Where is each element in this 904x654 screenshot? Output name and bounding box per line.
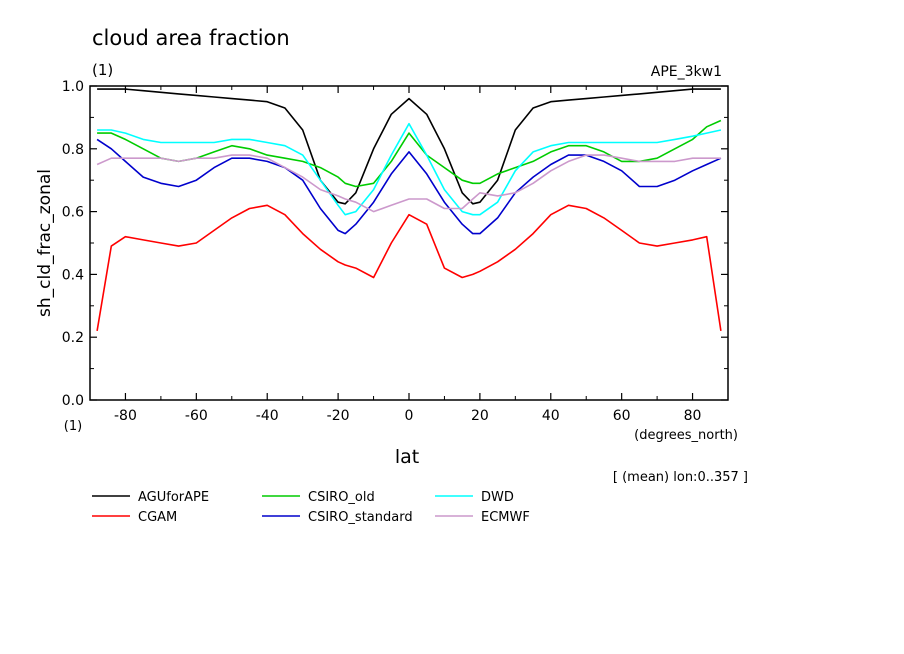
series-line-ecmwf [96, 154, 721, 213]
series-line-cgam [96, 204, 722, 332]
legend-label-dwd: DWD [481, 490, 514, 505]
x-tick-label: 80 [684, 408, 702, 424]
y-tick-label: 0.6 [62, 205, 84, 221]
x-tick-label: 0 [405, 408, 414, 424]
y-tick-label: 0.0 [62, 393, 84, 409]
y-units-corner: (1) [64, 419, 82, 434]
x-tick-label: -80 [114, 408, 137, 424]
x-tick-label: -60 [185, 408, 208, 424]
x-tick-label: 40 [542, 408, 560, 424]
legend-label-aguforape: AGUforAPE [138, 490, 209, 505]
legend-label-ecmwf: ECMWF [481, 510, 530, 525]
y-tick-label: 0.4 [62, 267, 84, 283]
y-tick-label: 1.0 [62, 79, 84, 95]
x-tick-label: -20 [327, 408, 350, 424]
series-line-csiro-standard [96, 138, 722, 235]
mean-note: [ (mean) lon:0..357 ] [613, 470, 748, 485]
chart-title: cloud area fraction [92, 26, 290, 50]
experiment-label: APE_3kw1 [651, 64, 722, 80]
series-line-csiro-old [97, 119, 722, 188]
x-tick-label: 20 [471, 408, 489, 424]
units-label: (1) [92, 61, 113, 79]
y-axis: 0.0 0.2 0.4 0.6 0.8 1.0 [62, 79, 728, 409]
y-tick-label: 0.8 [62, 142, 84, 158]
series-layer [96, 88, 722, 332]
x-axis-label: lat [395, 446, 419, 468]
legend-label-cgam: CGAM [138, 510, 177, 525]
x-tick-label: -40 [256, 408, 279, 424]
series-line-aguforape [97, 88, 721, 205]
legend-label-csiro-standard: CSIRO_standard [308, 510, 413, 525]
x-tick-label: 60 [613, 408, 631, 424]
legend: AGUforAPE CGAM CSIRO_old CSIRO_standard DWD E… [92, 490, 530, 525]
x-axis: -80 -60 -40 -20 0 20 40 60 80 [89, 86, 729, 424]
y-axis-label: sh_cld_frac_zonal [35, 169, 55, 317]
x-units-label: (degrees_north) [634, 428, 738, 443]
legend-label-csiro-old: CSIRO_old [308, 490, 375, 505]
series-line-dwd [97, 122, 722, 216]
y-tick-label: 0.2 [62, 330, 84, 346]
